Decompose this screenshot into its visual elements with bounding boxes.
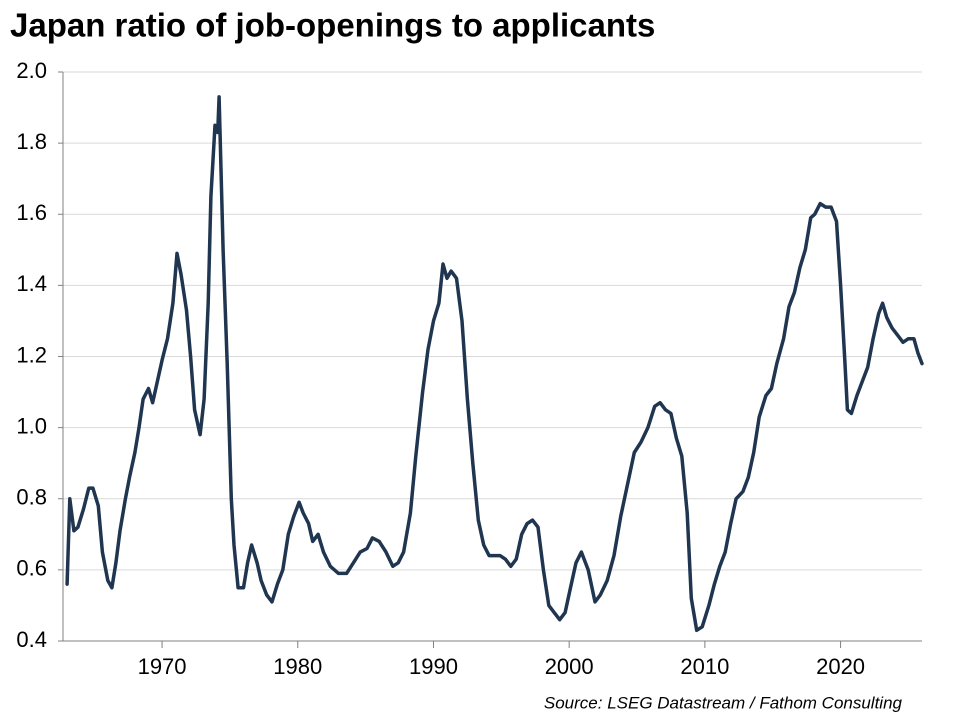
y-tick-label: 1.2 [16, 342, 47, 367]
x-tick-label: 1980 [273, 654, 322, 679]
x-tick-label: 2000 [545, 654, 594, 679]
y-tick-label: 0.4 [16, 627, 47, 652]
x-tick-label: 2010 [680, 654, 729, 679]
source-note: Source: LSEG Datastream / Fathom Consult… [544, 693, 903, 712]
x-tick-label: 2020 [816, 654, 865, 679]
x-tick-label: 1990 [409, 654, 458, 679]
x-tick-label: 1970 [138, 654, 187, 679]
data-line [65, 95, 924, 633]
y-tick-label: 1.0 [16, 413, 47, 438]
y-tick-label: 2.0 [16, 58, 47, 83]
y-tick-label: 0.6 [16, 556, 47, 581]
y-tick-label: 0.8 [16, 485, 47, 510]
y-tick-label: 1.6 [16, 200, 47, 225]
y-tick-label: 1.8 [16, 129, 47, 154]
chart-title: Japan ratio of job-openings to applicant… [10, 7, 655, 44]
y-tick-label: 1.4 [16, 271, 47, 296]
